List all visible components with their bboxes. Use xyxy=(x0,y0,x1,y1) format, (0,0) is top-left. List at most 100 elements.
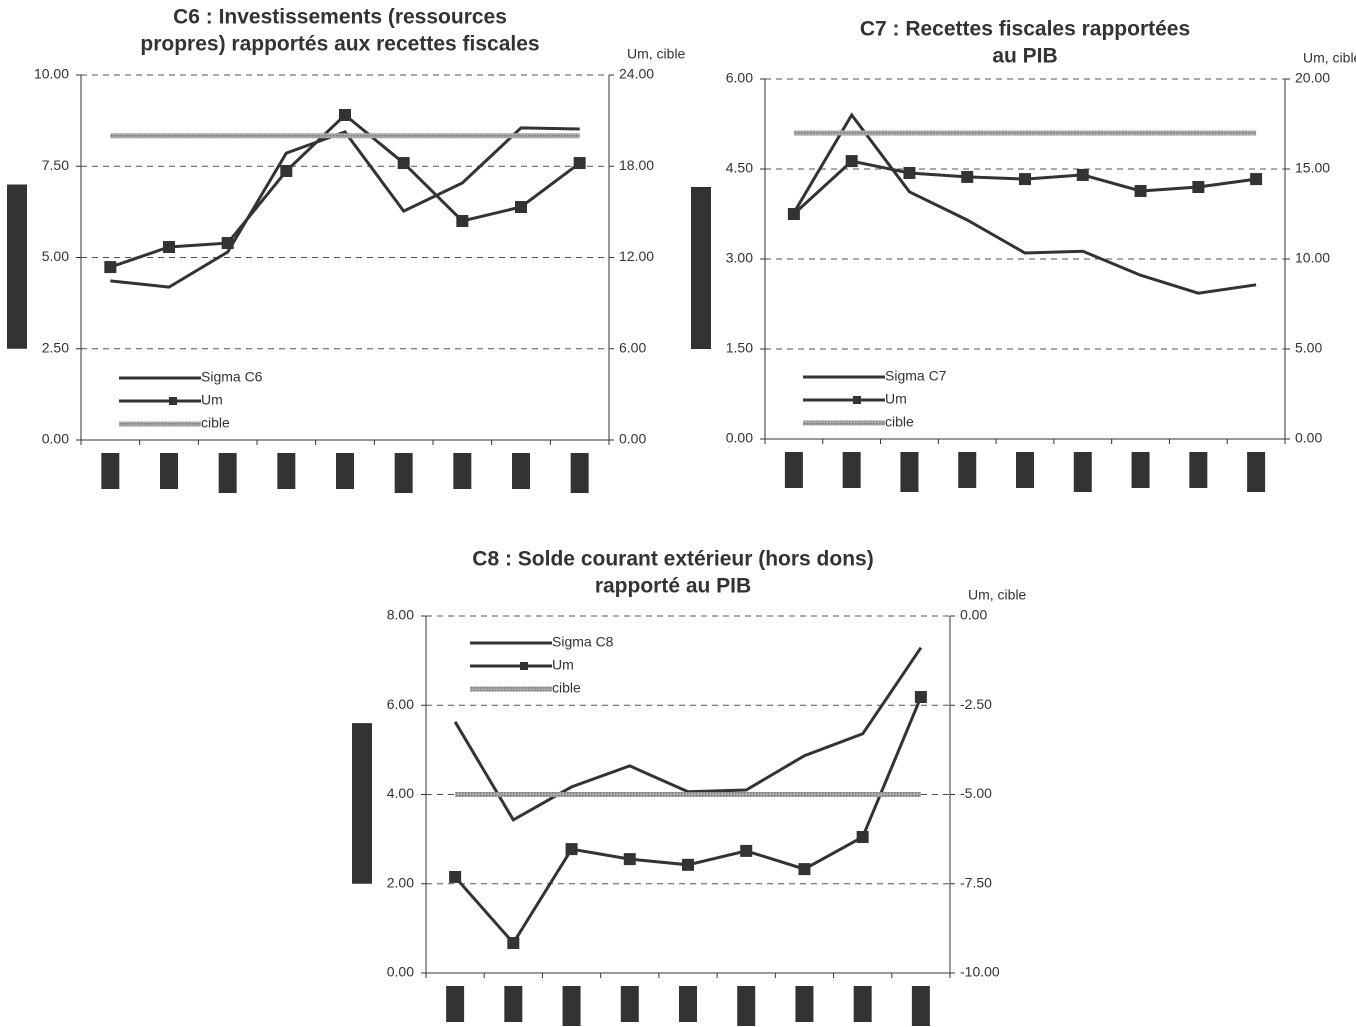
y-tick-label: 5.00 xyxy=(42,248,69,264)
chart-title: C8 : Solde courant extérieur (hors dons) xyxy=(472,548,873,571)
point-marker xyxy=(740,844,753,857)
redacted-axis-title xyxy=(7,184,27,349)
redacted-label xyxy=(453,453,472,489)
chart-title: au PIB xyxy=(992,45,1057,68)
series-line xyxy=(792,112,1257,295)
point-marker xyxy=(682,858,694,871)
redacted-axis-title xyxy=(352,723,372,884)
y2-axis-label: Um, cible xyxy=(1303,50,1356,66)
redacted-label xyxy=(512,453,530,489)
y2-tick-label: 10.00 xyxy=(1295,250,1330,266)
point-marker xyxy=(1019,173,1031,186)
y2-tick-label: 12.00 xyxy=(619,248,654,264)
y-tick-label: 6.00 xyxy=(726,70,753,86)
point-marker xyxy=(914,691,927,704)
point-marker xyxy=(104,261,117,274)
legend-label: cible xyxy=(552,680,581,696)
legend-marker xyxy=(169,397,177,405)
redacted-label xyxy=(1189,452,1208,488)
legend-swatch xyxy=(803,420,885,426)
y2-tick-label: 0.00 xyxy=(619,431,646,447)
legend-label: Sigma C8 xyxy=(552,634,614,650)
legend-label: Sigma C6 xyxy=(201,369,263,385)
point-marker xyxy=(903,166,916,179)
point-marker xyxy=(280,164,293,177)
legend-label: cible xyxy=(885,414,914,430)
legend-label: cible xyxy=(201,415,230,431)
y2-tick-label: 5.00 xyxy=(1295,340,1322,356)
y2-tick-label: -2.50 xyxy=(960,696,992,712)
point-marker xyxy=(163,241,175,254)
y-tick-label: 8.00 xyxy=(387,607,414,623)
redacted-label xyxy=(911,986,930,1026)
y-tick-label: 0.00 xyxy=(387,964,414,980)
chart-title: C7 : Recettes fiscales rapportées xyxy=(860,18,1190,41)
redacted-label xyxy=(737,986,756,1026)
redacted-label xyxy=(218,453,237,493)
series-line xyxy=(453,696,923,946)
redacted-label xyxy=(1131,452,1150,488)
point-marker xyxy=(339,108,351,121)
redacted-label xyxy=(620,986,639,1022)
point-marker xyxy=(1250,173,1263,186)
chart-title: propres) rapportés aux recettes fiscales xyxy=(140,33,539,56)
y-tick-label: 2.00 xyxy=(387,874,414,890)
redacted-label xyxy=(795,986,814,1022)
y-tick-label: 0.00 xyxy=(726,430,753,446)
chart-title: C6 : Investissements (ressources xyxy=(173,6,507,29)
chart-title: rapporté au PIB xyxy=(595,575,751,598)
point-marker xyxy=(623,853,636,866)
y-tick-label: 1.50 xyxy=(726,340,753,356)
y-tick-label: 10.00 xyxy=(34,66,69,82)
y2-tick-label: 15.00 xyxy=(1295,160,1330,176)
series-line xyxy=(453,646,923,822)
y2-tick-label: 0.00 xyxy=(960,607,987,623)
y-tick-label: 4.50 xyxy=(726,160,753,176)
y2-tick-label: -7.50 xyxy=(960,874,992,890)
redacted-label xyxy=(1073,452,1092,492)
redacted-label xyxy=(900,452,919,492)
redacted-axis-title xyxy=(691,187,711,349)
redacted-label xyxy=(446,986,465,1022)
point-marker xyxy=(961,170,974,183)
y2-tick-label: 18.00 xyxy=(619,157,654,173)
y-tick-label: 6.00 xyxy=(387,696,414,712)
legend-label: Um xyxy=(552,657,574,673)
legend-marker xyxy=(520,662,528,670)
redacted-label xyxy=(160,453,178,489)
point-marker xyxy=(221,237,234,250)
redacted-label xyxy=(958,452,977,488)
y2-tick-label: 24.00 xyxy=(619,66,654,82)
point-marker xyxy=(507,937,520,950)
redacted-label xyxy=(277,453,296,489)
y-tick-label: 2.50 xyxy=(42,339,69,355)
point-marker xyxy=(397,157,410,170)
point-marker xyxy=(1192,181,1205,193)
point-marker xyxy=(798,863,811,876)
point-marker xyxy=(449,870,462,883)
y2-axis-label: Um, cible xyxy=(968,587,1027,603)
point-marker xyxy=(1076,168,1089,181)
y2-tick-label: 6.00 xyxy=(619,339,646,355)
y-tick-label: 3.00 xyxy=(726,250,753,266)
legend-marker xyxy=(853,396,861,404)
series-line xyxy=(110,126,580,289)
y2-tick-label: 20.00 xyxy=(1295,70,1330,86)
redacted-label xyxy=(1247,452,1266,492)
point-marker xyxy=(565,843,578,856)
redacted-label xyxy=(394,453,413,493)
y2-tick-label: 0.00 xyxy=(1295,430,1322,446)
redacted-label xyxy=(504,986,523,1022)
redacted-label xyxy=(1016,452,1034,488)
y2-axis-label: Um, cible xyxy=(627,46,686,62)
redacted-label xyxy=(562,986,581,1026)
point-marker xyxy=(787,208,800,220)
redacted-label xyxy=(679,986,697,1022)
point-marker xyxy=(573,157,586,170)
y2-tick-label: -5.00 xyxy=(960,785,992,801)
redacted-label xyxy=(784,452,803,488)
redacted-label xyxy=(842,452,861,488)
legend-label: Um xyxy=(201,392,223,408)
y-tick-label: 0.00 xyxy=(42,431,69,447)
